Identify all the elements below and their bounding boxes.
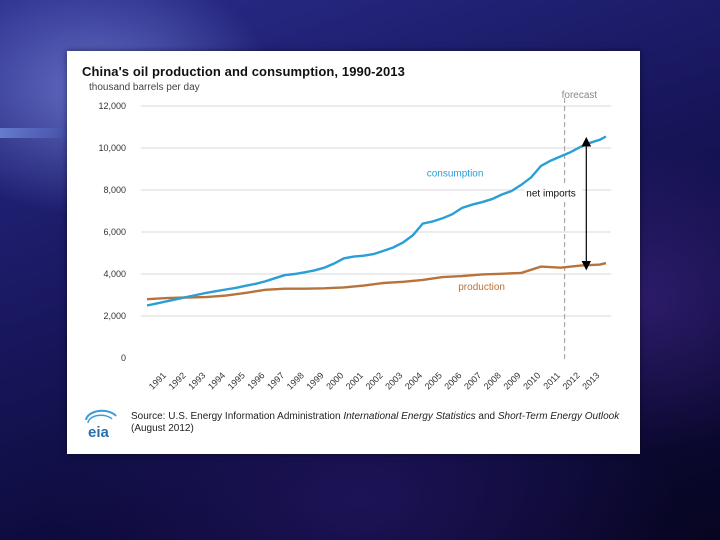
production-series-line bbox=[146, 261, 607, 301]
y-tick-labels: 0 2,000 4,000 6,000 8,000 10,000 12,000 bbox=[98, 101, 126, 363]
x-tick-label: 2007 bbox=[462, 370, 483, 391]
consumption-label: consumption bbox=[427, 168, 484, 179]
chart-title: China's oil production and consumption, … bbox=[82, 64, 405, 79]
x-tick-label: 2006 bbox=[442, 370, 463, 391]
y-tick-label: 0 bbox=[121, 353, 126, 363]
y-tick-label: 8,000 bbox=[103, 185, 126, 195]
x-tick-label: 2005 bbox=[423, 370, 444, 391]
x-tick-label: 1998 bbox=[285, 370, 306, 391]
x-tick-label: 1994 bbox=[206, 370, 227, 391]
y-tick-label: 6,000 bbox=[103, 227, 126, 237]
x-tick-label: 1995 bbox=[226, 370, 247, 391]
y-axis-label: thousand barrels per day bbox=[89, 82, 200, 93]
production-label: production bbox=[458, 282, 505, 293]
x-tick-label: 1999 bbox=[304, 370, 325, 391]
y-tick-label: 2,000 bbox=[103, 311, 126, 321]
net-imports-label-bg bbox=[524, 185, 583, 200]
eia-logo-text: eia bbox=[88, 424, 110, 440]
source-middle: and bbox=[475, 411, 498, 422]
x-tick-labels: 1991199219931994199519961997199819992000… bbox=[147, 370, 602, 391]
y-tick-label: 10,000 bbox=[98, 143, 126, 153]
x-tick-label: 2002 bbox=[364, 370, 385, 391]
x-tick-label: 2001 bbox=[344, 370, 365, 391]
y-tick-label: 4,000 bbox=[103, 269, 126, 279]
x-tick-label: 2009 bbox=[501, 370, 522, 391]
x-tick-label: 1991 bbox=[147, 370, 168, 391]
source-note: Source: U.S. Energy Information Administ… bbox=[131, 411, 621, 435]
x-tick-label: 2010 bbox=[521, 370, 542, 391]
x-tick-label: 1996 bbox=[245, 370, 266, 391]
source-italic-1: International Energy Statistics bbox=[343, 411, 476, 422]
x-tick-label: 2003 bbox=[383, 370, 404, 391]
consumption-series-line bbox=[146, 135, 607, 307]
x-tick-label: 2000 bbox=[324, 370, 345, 391]
background-streak bbox=[0, 128, 68, 138]
y-tick-label: 12,000 bbox=[98, 101, 126, 111]
x-tick-label: 2011 bbox=[541, 370, 562, 391]
eia-logo-icon: eia bbox=[85, 409, 117, 440]
forecast-label: forecast bbox=[562, 90, 598, 101]
source-italic-2: Short-Term Energy Outlook bbox=[497, 411, 620, 422]
x-tick-label: 2013 bbox=[580, 370, 601, 391]
x-tick-label: 1997 bbox=[265, 370, 286, 391]
source-prefix: Source: U.S. Energy Information Administ… bbox=[131, 411, 344, 422]
chart-panel bbox=[67, 51, 640, 454]
x-tick-label: 2012 bbox=[561, 370, 582, 391]
x-tick-label: 2004 bbox=[403, 370, 424, 391]
x-tick-label: 2008 bbox=[482, 370, 503, 391]
net-imports-label: net imports bbox=[526, 189, 575, 200]
x-tick-label: 1992 bbox=[167, 370, 188, 391]
x-tick-label: 1993 bbox=[186, 370, 207, 391]
source-suffix: (August 2012) bbox=[131, 423, 194, 434]
